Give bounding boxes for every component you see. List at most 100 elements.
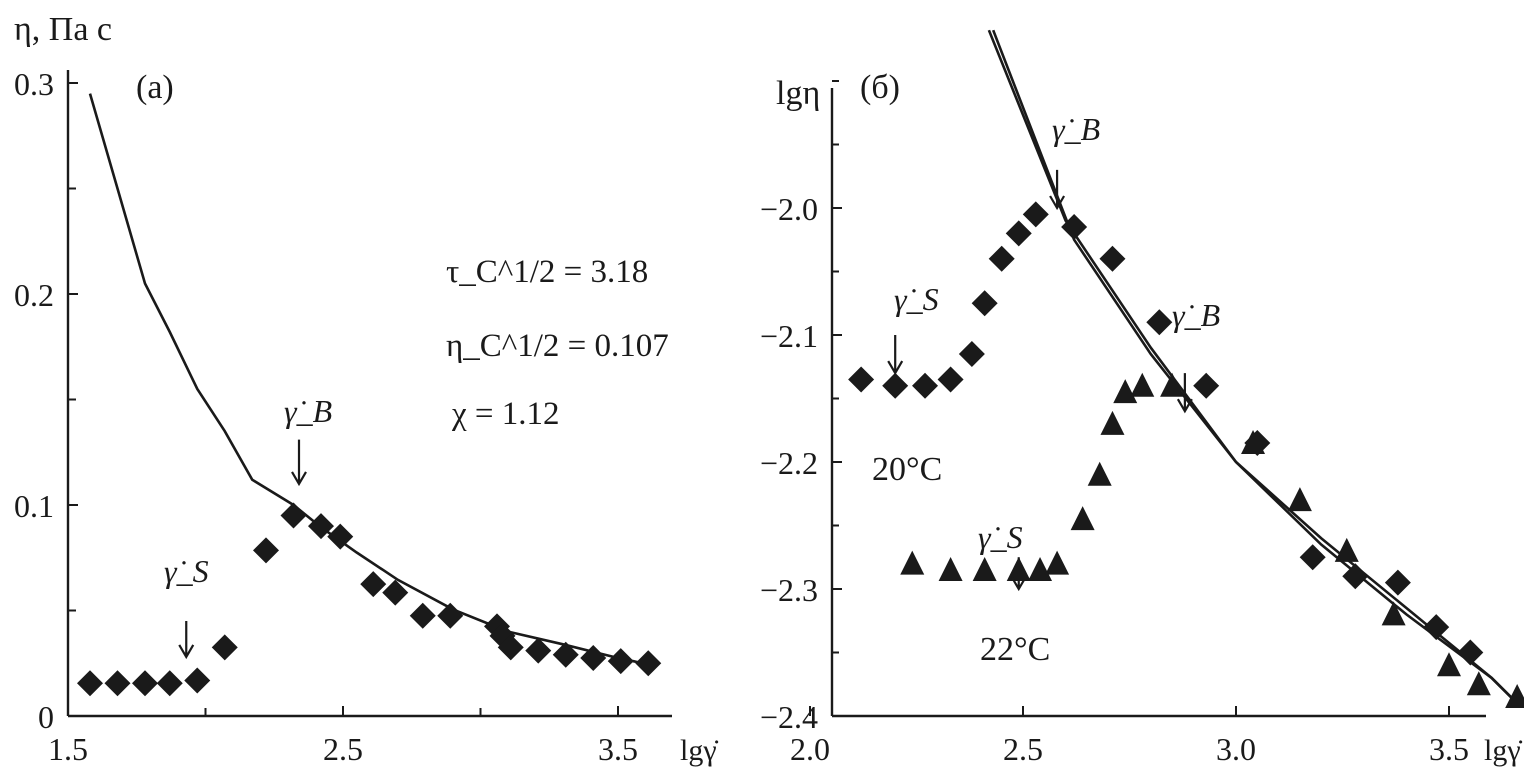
data-point-diamond — [937, 366, 964, 393]
panel-a-gamma-b-label: γ̇_B — [284, 393, 332, 429]
panel-b-y-label: lgη — [776, 75, 820, 112]
data-point-triangle — [1466, 671, 1491, 696]
param-chi: χ = 1.12 — [451, 396, 560, 432]
panel-b-gamma-b-20-label: γ̇_B — [1052, 111, 1100, 147]
data-point-diamond — [1342, 563, 1369, 590]
annotation-arrow — [1176, 373, 1193, 414]
data-point-diamond — [1099, 245, 1126, 272]
panel-a-tag: (a) — [136, 69, 174, 106]
data-point-triangle — [938, 556, 963, 581]
annotation-arrow — [178, 621, 195, 660]
data-point-triangle — [1241, 429, 1266, 454]
data-point-diamond — [77, 670, 103, 697]
fit-line — [991, 29, 1519, 705]
x-tick-label: 2.0 — [790, 731, 830, 767]
data-point-diamond — [1193, 372, 1220, 399]
data-point-triangle — [900, 550, 925, 575]
data-point-triangle — [1505, 683, 1524, 708]
annotation-arrow — [1049, 169, 1066, 211]
y-tick-label: −2.4 — [760, 699, 818, 735]
annotation-arrow — [291, 439, 307, 487]
data-point-triangle — [972, 556, 997, 581]
data-point-diamond — [1061, 214, 1088, 241]
data-point-diamond — [882, 372, 909, 399]
data-point-triangle — [1437, 652, 1461, 677]
data-point-triangle — [1381, 601, 1406, 626]
data-point-diamond — [912, 372, 939, 399]
panel-b-gamma-s-22-label: γ̇_S — [978, 519, 1023, 555]
data-point-triangle — [1160, 372, 1185, 397]
data-point-diamond — [635, 650, 662, 677]
panel-b-tag: (б) — [860, 69, 900, 106]
data-point-diamond — [1423, 614, 1450, 641]
x-tick-label: 3.5 — [598, 731, 638, 767]
panel-b-fit-curves — [987, 29, 1519, 705]
data-point-diamond — [327, 523, 354, 550]
x-tick-label: 1.5 — [48, 731, 88, 767]
data-point-diamond — [1299, 544, 1326, 571]
data-point-triangle — [1028, 556, 1053, 581]
data-point-diamond — [360, 571, 387, 598]
panel-a-ticks: 1.5 2.5 3.5 0 0.1 0.2 0.3 — [14, 66, 638, 767]
data-point-diamond — [848, 366, 875, 393]
data-point-triangle — [1070, 506, 1095, 531]
data-point-diamond — [132, 670, 158, 697]
panel-a-arrows — [178, 439, 307, 660]
y-tick-label: −2.2 — [760, 445, 818, 481]
data-point-diamond — [382, 579, 409, 606]
data-point-diamond — [156, 670, 183, 697]
y-tick-label: −2.1 — [760, 318, 818, 354]
data-point-diamond — [437, 602, 464, 629]
data-point-diamond — [1146, 309, 1173, 336]
label-22c: 22°C — [980, 631, 1050, 668]
param-eta: η_C^1/2 = 0.107 — [446, 328, 669, 364]
panel-b-gamma-b-22-label: γ̇_B — [1172, 297, 1220, 333]
data-point-diamond — [184, 667, 211, 694]
y-tick-label: 0.3 — [14, 66, 54, 102]
panel-b-data-points — [848, 201, 1524, 708]
x-tick-label: 2.5 — [1003, 731, 1043, 767]
panel-a-x-label: lgγ̇ — [680, 734, 719, 767]
data-point-diamond — [280, 502, 307, 529]
panel-a-gamma-s-label: γ̇_S — [164, 553, 209, 589]
data-point-diamond — [1457, 639, 1484, 666]
fit-line — [88, 93, 649, 666]
y-tick-label: 0.2 — [14, 277, 54, 313]
data-point-diamond — [104, 670, 131, 697]
x-tick-label: 3.0 — [1216, 731, 1256, 767]
data-point-diamond — [552, 641, 579, 668]
annotation-arrow — [887, 335, 904, 376]
data-point-triangle — [1045, 550, 1070, 575]
data-point-triangle — [1087, 461, 1112, 486]
data-point-diamond — [308, 513, 334, 540]
data-point-diamond — [580, 644, 607, 671]
data-point-diamond — [1022, 201, 1049, 228]
panel-b: 2.0 2.5 3.0 3.5 −2.4 −2.3 −2.2 −2.1 −2.0 lgη (б)… — [760, 29, 1524, 767]
x-tick-label: 3.5 — [1429, 731, 1469, 767]
y-tick-label: 0 — [38, 699, 54, 735]
panel-a-data-points — [77, 502, 662, 697]
data-point-diamond — [988, 245, 1015, 272]
param-tau: τ_C^1/2 = 3.18 — [446, 254, 648, 290]
panel-b-x-label: lgγ̇ — [1484, 734, 1523, 767]
panel-a-fit-curve — [88, 93, 649, 666]
data-point-diamond — [409, 602, 436, 629]
data-point-diamond — [971, 290, 998, 317]
data-point-diamond — [958, 341, 985, 368]
data-point-diamond — [525, 637, 552, 664]
data-point-diamond — [607, 648, 634, 675]
annotation-arrow — [1010, 557, 1027, 592]
label-20c: 20°C — [872, 451, 942, 488]
data-point-triangle — [1334, 537, 1359, 562]
y-tick-label: −2.3 — [760, 572, 818, 608]
data-point-diamond — [211, 634, 238, 661]
data-point-diamond — [497, 634, 524, 661]
data-point-diamond — [253, 537, 279, 564]
y-tick-label: −2.0 — [760, 191, 818, 227]
panel-b-ticks: 2.0 2.5 3.0 3.5 −2.4 −2.3 −2.2 −2.1 −2.0 — [760, 80, 1469, 767]
panel-b-arrows — [887, 169, 1193, 592]
data-point-diamond — [1005, 220, 1032, 247]
x-tick-label: 2.5 — [323, 731, 363, 767]
panel-a-y-label: η, Па с — [14, 11, 112, 48]
